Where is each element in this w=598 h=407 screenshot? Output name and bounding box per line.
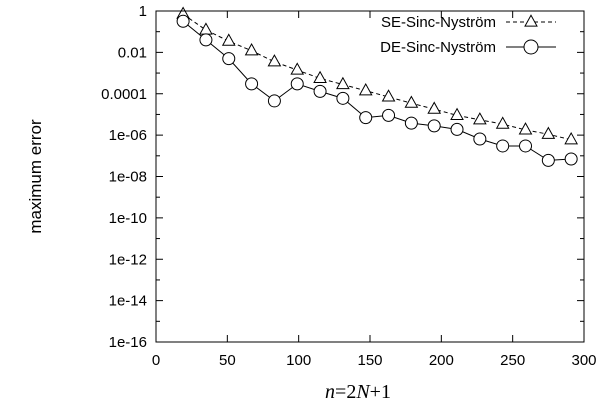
- x-tick-label: 0: [152, 352, 160, 369]
- data-point-triangle: [450, 107, 464, 120]
- data-point-circle: [382, 108, 396, 122]
- series-line: [182, 13, 572, 141]
- legend-marker-triangle: [524, 14, 538, 27]
- data-point-circle: [564, 152, 578, 166]
- data-point-triangle: [495, 116, 510, 129]
- data-point-circle: [313, 84, 327, 98]
- data-point-circle: [336, 91, 350, 105]
- x-tick-label: 300: [571, 352, 596, 369]
- data-point-circle: [245, 77, 259, 91]
- data-point-triangle: [199, 22, 213, 35]
- series-layer: [176, 6, 579, 167]
- data-point-circle: [541, 153, 555, 167]
- y-axis-title: maximum error: [26, 119, 45, 234]
- data-point-circle: [473, 132, 487, 146]
- y-tick-label: 0.01: [118, 44, 147, 61]
- data-point-triangle: [518, 122, 533, 135]
- data-point-circle: [450, 122, 464, 136]
- x-tick-label: 250: [500, 352, 525, 369]
- legend: SE-Sinc-Nyström DE-Sinc-Nyström: [380, 14, 556, 56]
- x-tick-labels: 0 50 100 150 200 250 300: [152, 352, 597, 369]
- y-tick-labels: 1 0.01 0.0001 1e-06 1e-08 1e-10 1e-12 1e-14 1e-1…: [101, 3, 147, 351]
- data-point-triangle: [473, 112, 487, 125]
- data-point-triangle: [221, 33, 236, 46]
- data-point-triangle: [541, 126, 556, 139]
- y-tick-label: 1e-14: [109, 293, 147, 310]
- series-line: [182, 20, 572, 161]
- legend-marker-circle: [523, 39, 539, 55]
- data-point-triangle: [290, 62, 305, 75]
- axis-ticks: [155, 10, 585, 343]
- data-point-circle: [199, 33, 213, 47]
- data-point-triangle: [244, 43, 259, 56]
- data-point-triangle: [313, 70, 327, 84]
- data-point-circle: [519, 139, 533, 153]
- data-point-circle: [222, 52, 236, 66]
- y-tick-label: 1: [139, 3, 147, 20]
- plot-frame: [155, 10, 585, 343]
- data-point-circle: [496, 139, 510, 153]
- data-point-triangle: [336, 76, 350, 90]
- data-point-circle: [176, 14, 190, 28]
- data-point-circle: [427, 119, 441, 133]
- data-point-triangle: [381, 89, 396, 102]
- data-point-triangle: [358, 83, 373, 96]
- data-point-triangle: [564, 131, 579, 145]
- x-axis-title: n=2N+1: [325, 381, 391, 403]
- data-point-triangle: [404, 95, 419, 108]
- y-tick-label: 1e-12: [109, 251, 147, 268]
- x-tick-label: 50: [219, 352, 236, 369]
- x-tick-label: 100: [286, 352, 311, 369]
- data-point-triangle: [267, 54, 282, 67]
- data-point-circle: [359, 111, 373, 125]
- data-point-circle: [267, 94, 281, 108]
- data-point-circle: [290, 77, 304, 91]
- series-de: [176, 14, 578, 167]
- y-tick-label: 1e-06: [109, 127, 147, 144]
- legend-label: SE-Sinc-Nyström: [381, 14, 496, 31]
- data-point-circle: [404, 116, 418, 130]
- y-tick-label: 1e-08: [109, 169, 147, 186]
- data-point-triangle: [427, 101, 442, 114]
- x-tick-label: 200: [429, 352, 454, 369]
- y-tick-label: 1e-16: [109, 334, 147, 351]
- legend-label: DE-Sinc-Nyström: [380, 39, 496, 56]
- y-tick-label: 1e-10: [109, 210, 147, 227]
- series-se: [176, 6, 579, 145]
- y-tick-label: 0.0001: [101, 86, 147, 103]
- x-tick-label: 150: [357, 352, 382, 369]
